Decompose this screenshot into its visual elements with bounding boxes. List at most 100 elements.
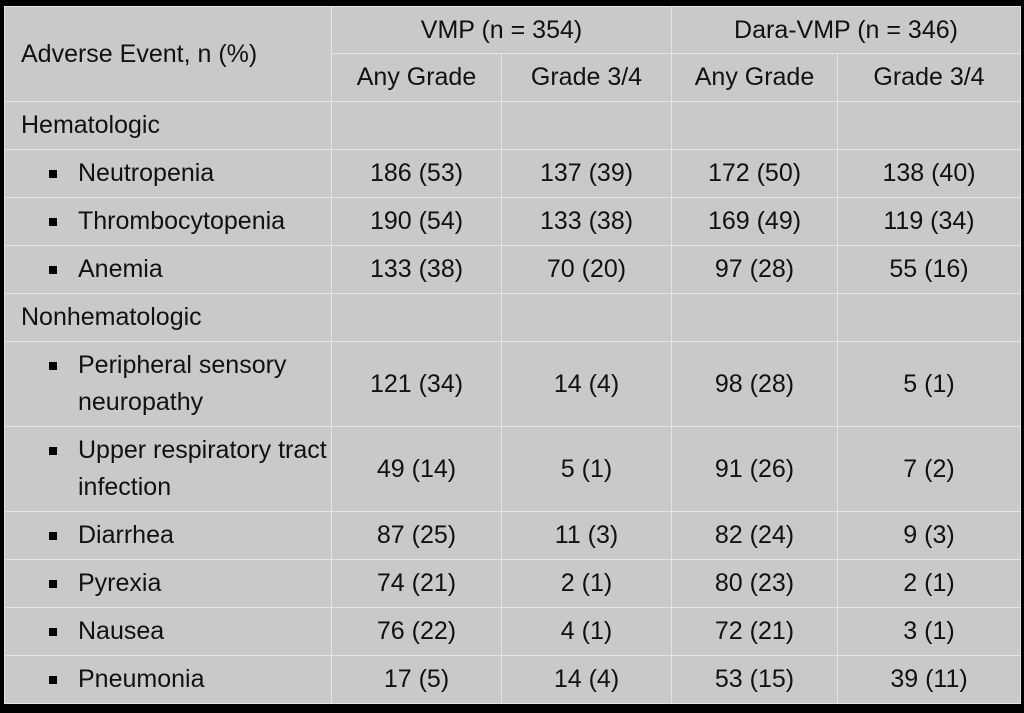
square-bullet-icon [49, 170, 57, 178]
value-cell: 82 (24) [671, 511, 838, 560]
value-cell: 74 (21) [331, 559, 502, 608]
value-cell: 121 (34) [331, 341, 502, 427]
table-row: Thrombocytopenia 190 (54) 133 (38) 169 (49)… [4, 197, 1022, 246]
table-row: Nausea 76 (22) 4 (1) 72 (21) 3 (1) [4, 607, 1022, 656]
value-cell: 7 (2) [836, 426, 1022, 512]
event-label: Diarrhea [78, 521, 174, 549]
square-bullet-icon [49, 532, 57, 540]
event-label: Nausea [78, 617, 165, 645]
square-bullet-icon [49, 628, 57, 636]
value-cell: 186 (53) [331, 149, 502, 198]
table-row: Peripheral sensory neuropathy 121 (34) 14 … [4, 341, 1022, 427]
value-cell: 11 (3) [501, 511, 672, 560]
event-label: Pyrexia [78, 569, 162, 597]
event-label: Thrombocytopenia [78, 207, 286, 235]
value-cell: 87 (25) [331, 511, 502, 560]
section-empty-cell [331, 293, 502, 342]
event-cell: Upper respiratory tract infection [4, 426, 332, 512]
table-row: Diarrhea 87 (25) 11 (3) 82 (24) 9 (3) [4, 511, 1022, 560]
value-cell: 5 (1) [836, 341, 1022, 427]
value-cell: 98 (28) [671, 341, 838, 427]
event-label: Neutropenia [78, 159, 215, 187]
event-wrap: Anemia [5, 251, 331, 288]
value-cell: 172 (50) [671, 149, 838, 198]
table-row: Pyrexia 74 (21) 2 (1) 80 (23) 2 (1) [4, 559, 1022, 608]
value-cell: 5 (1) [501, 426, 672, 512]
square-bullet-icon [49, 218, 57, 226]
value-cell: 55 (16) [836, 245, 1022, 294]
value-cell: 190 (54) [331, 197, 502, 246]
section-empty-cell [501, 101, 672, 150]
value-cell: 14 (4) [501, 655, 672, 704]
event-wrap: Diarrhea [5, 517, 331, 554]
value-cell: 3 (1) [836, 607, 1022, 656]
table-row: Anemia 133 (38) 70 (20) 97 (28) 55 (16) [4, 245, 1022, 294]
value-cell: 4 (1) [501, 607, 672, 656]
value-cell: 70 (20) [501, 245, 672, 294]
event-wrap: Nausea [5, 613, 331, 650]
square-bullet-icon [49, 362, 57, 370]
adverse-events-table: Adverse Event, n (%) VMP (n = 354) Dara-… [4, 6, 1022, 704]
section-empty-cell [671, 293, 838, 342]
value-cell: 133 (38) [331, 245, 502, 294]
section-row: Nonhematologic [4, 293, 1022, 342]
value-cell: 97 (28) [671, 245, 838, 294]
event-wrap: Pyrexia [5, 565, 331, 602]
square-bullet-icon [49, 266, 57, 274]
value-cell: 119 (34) [836, 197, 1022, 246]
square-bullet-icon [49, 580, 57, 588]
value-cell: 80 (23) [671, 559, 838, 608]
value-cell: 137 (39) [501, 149, 672, 198]
event-label: Pneumonia [78, 665, 205, 693]
section-empty-cell [836, 293, 1022, 342]
event-label: Upper respiratory tract infection [78, 436, 327, 501]
event-wrap: Pneumonia [5, 661, 331, 698]
event-cell: Nausea [4, 607, 332, 656]
event-label: Anemia [78, 255, 163, 283]
value-cell: 91 (26) [671, 426, 838, 512]
sub-header-vmp-any-grade: Any Grade [331, 53, 502, 102]
table-frame: Adverse Event, n (%) VMP (n = 354) Dara-… [4, 6, 1022, 704]
section-empty-cell [331, 101, 502, 150]
value-cell: 53 (15) [671, 655, 838, 704]
table-row: Upper respiratory tract infection 49 (14)… [4, 426, 1022, 512]
value-cell: 9 (3) [836, 511, 1022, 560]
table-body: Hematologic Neutropenia 186 (53) 137 (39) 17… [4, 101, 1022, 704]
value-cell: 72 (21) [671, 607, 838, 656]
value-cell: 2 (1) [501, 559, 672, 608]
header-row-groups: Adverse Event, n (%) VMP (n = 354) Dara-… [4, 6, 1022, 102]
group-header-dara-vmp: Dara-VMP (n = 346) [670, 6, 1022, 54]
event-cell: Pyrexia [4, 559, 332, 608]
event-wrap: Upper respiratory tract infection [5, 432, 331, 506]
value-cell: 14 (4) [501, 341, 672, 427]
event-cell: Anemia [4, 245, 332, 294]
section-empty-cell [671, 101, 838, 150]
value-cell: 39 (11) [836, 655, 1022, 704]
section-empty-cell [836, 101, 1022, 150]
section-label: Nonhematologic [4, 293, 332, 342]
value-cell: 133 (38) [501, 197, 672, 246]
sub-header-dara-grade-3-4: Grade 3/4 [836, 53, 1022, 102]
event-cell: Peripheral sensory neuropathy [4, 341, 332, 427]
sub-header-vmp-grade-3-4: Grade 3/4 [501, 53, 672, 102]
event-wrap: Peripheral sensory neuropathy [5, 347, 331, 421]
value-cell: 169 (49) [671, 197, 838, 246]
table-row: Neutropenia 186 (53) 137 (39) 172 (50) 138 (… [4, 149, 1022, 198]
event-cell: Thrombocytopenia [4, 197, 332, 246]
value-cell: 138 (40) [836, 149, 1022, 198]
group-header-vmp: VMP (n = 354) [331, 6, 672, 54]
square-bullet-icon [49, 447, 57, 455]
section-row: Hematologic [4, 101, 1022, 150]
event-label: Peripheral sensory neuropathy [78, 351, 287, 416]
event-wrap: Neutropenia [5, 155, 331, 192]
corner-header: Adverse Event, n (%) [4, 6, 332, 102]
section-empty-cell [501, 293, 672, 342]
sub-header-dara-any-grade: Any Grade [671, 53, 838, 102]
value-cell: 49 (14) [331, 426, 502, 512]
value-cell: 2 (1) [836, 559, 1022, 608]
event-cell: Pneumonia [4, 655, 332, 704]
table-row: Pneumonia 17 (5) 14 (4) 53 (15) 39 (11) [4, 655, 1022, 704]
section-label: Hematologic [4, 101, 332, 150]
value-cell: 17 (5) [331, 655, 502, 704]
event-cell: Diarrhea [4, 511, 332, 560]
